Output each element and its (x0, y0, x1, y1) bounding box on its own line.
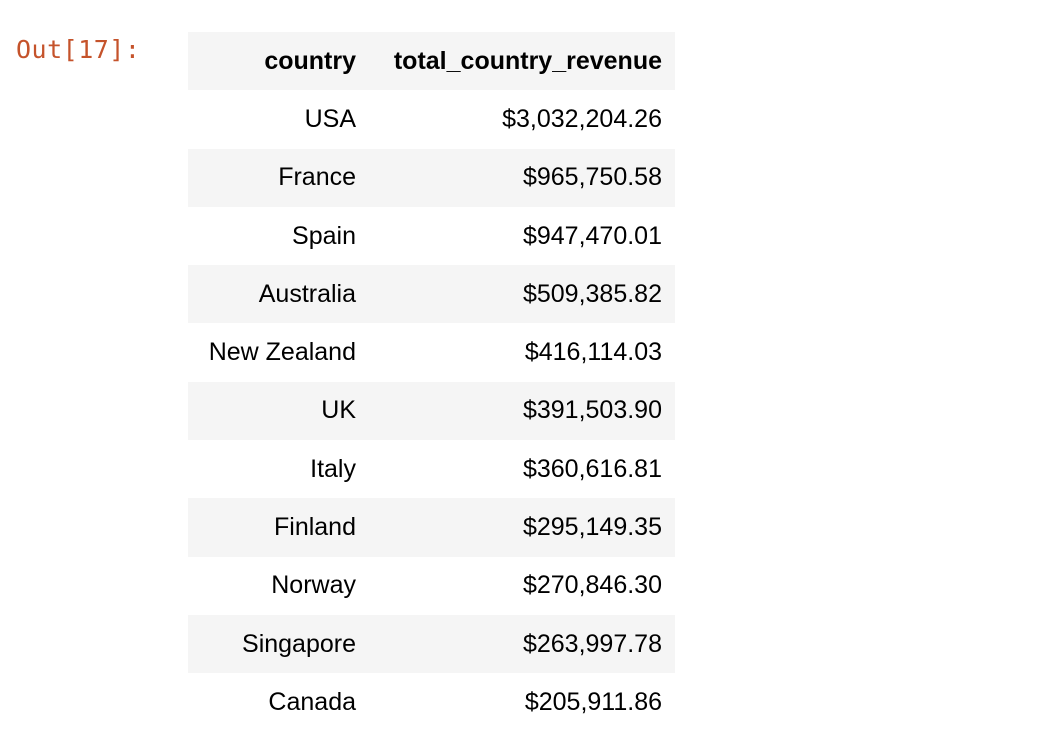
table-row: Italy $360,616.81 (188, 440, 675, 499)
cell-revenue: $263,997.78 (369, 614, 675, 674)
table-row: Spain $947,470.01 (188, 206, 675, 266)
table-row: Canada $205,911.86 (188, 673, 675, 732)
cell-revenue: $205,911.86 (369, 673, 675, 732)
table-row: USA $3,032,204.26 (188, 90, 675, 149)
cell-country: Singapore (188, 614, 369, 674)
cell-revenue: $360,616.81 (369, 440, 675, 499)
dataframe-table: country total_country_revenue USA $3,032… (188, 32, 675, 732)
cell-revenue: $416,114.03 (369, 323, 675, 382)
cell-country: Australia (188, 265, 369, 324)
cell-revenue: $965,750.58 (369, 148, 675, 207)
output-prompt: Out[17]: (16, 35, 141, 64)
cell-revenue: $295,149.35 (369, 498, 675, 557)
table-row: Norway $270,846.30 (188, 556, 675, 615)
cell-country: Finland (188, 498, 369, 557)
cell-country: Italy (188, 440, 369, 499)
table-row: UK $391,503.90 (188, 381, 675, 441)
output-area: country total_country_revenue USA $3,032… (188, 32, 675, 732)
cell-country: New Zealand (188, 323, 369, 382)
table-row: France $965,750.58 (188, 148, 675, 207)
cell-revenue: $509,385.82 (369, 265, 675, 324)
cell-country: UK (188, 381, 369, 441)
table-row: New Zealand $416,114.03 (188, 323, 675, 382)
cell-country: USA (188, 90, 369, 149)
table-row: Finland $295,149.35 (188, 498, 675, 557)
table-row: Singapore $263,997.78 (188, 614, 675, 674)
cell-country: Canada (188, 673, 369, 732)
cell-country: Norway (188, 556, 369, 615)
table-row: Australia $509,385.82 (188, 265, 675, 324)
cell-revenue: $947,470.01 (369, 206, 675, 266)
column-header-country: country (188, 32, 369, 91)
table-header-row: country total_country_revenue (188, 32, 675, 91)
cell-country: Spain (188, 206, 369, 266)
cell-revenue: $391,503.90 (369, 381, 675, 441)
cell-revenue: $270,846.30 (369, 556, 675, 615)
cell-country: France (188, 148, 369, 207)
cell-revenue: $3,032,204.26 (369, 90, 675, 149)
column-header-total-country-revenue: total_country_revenue (369, 32, 675, 91)
